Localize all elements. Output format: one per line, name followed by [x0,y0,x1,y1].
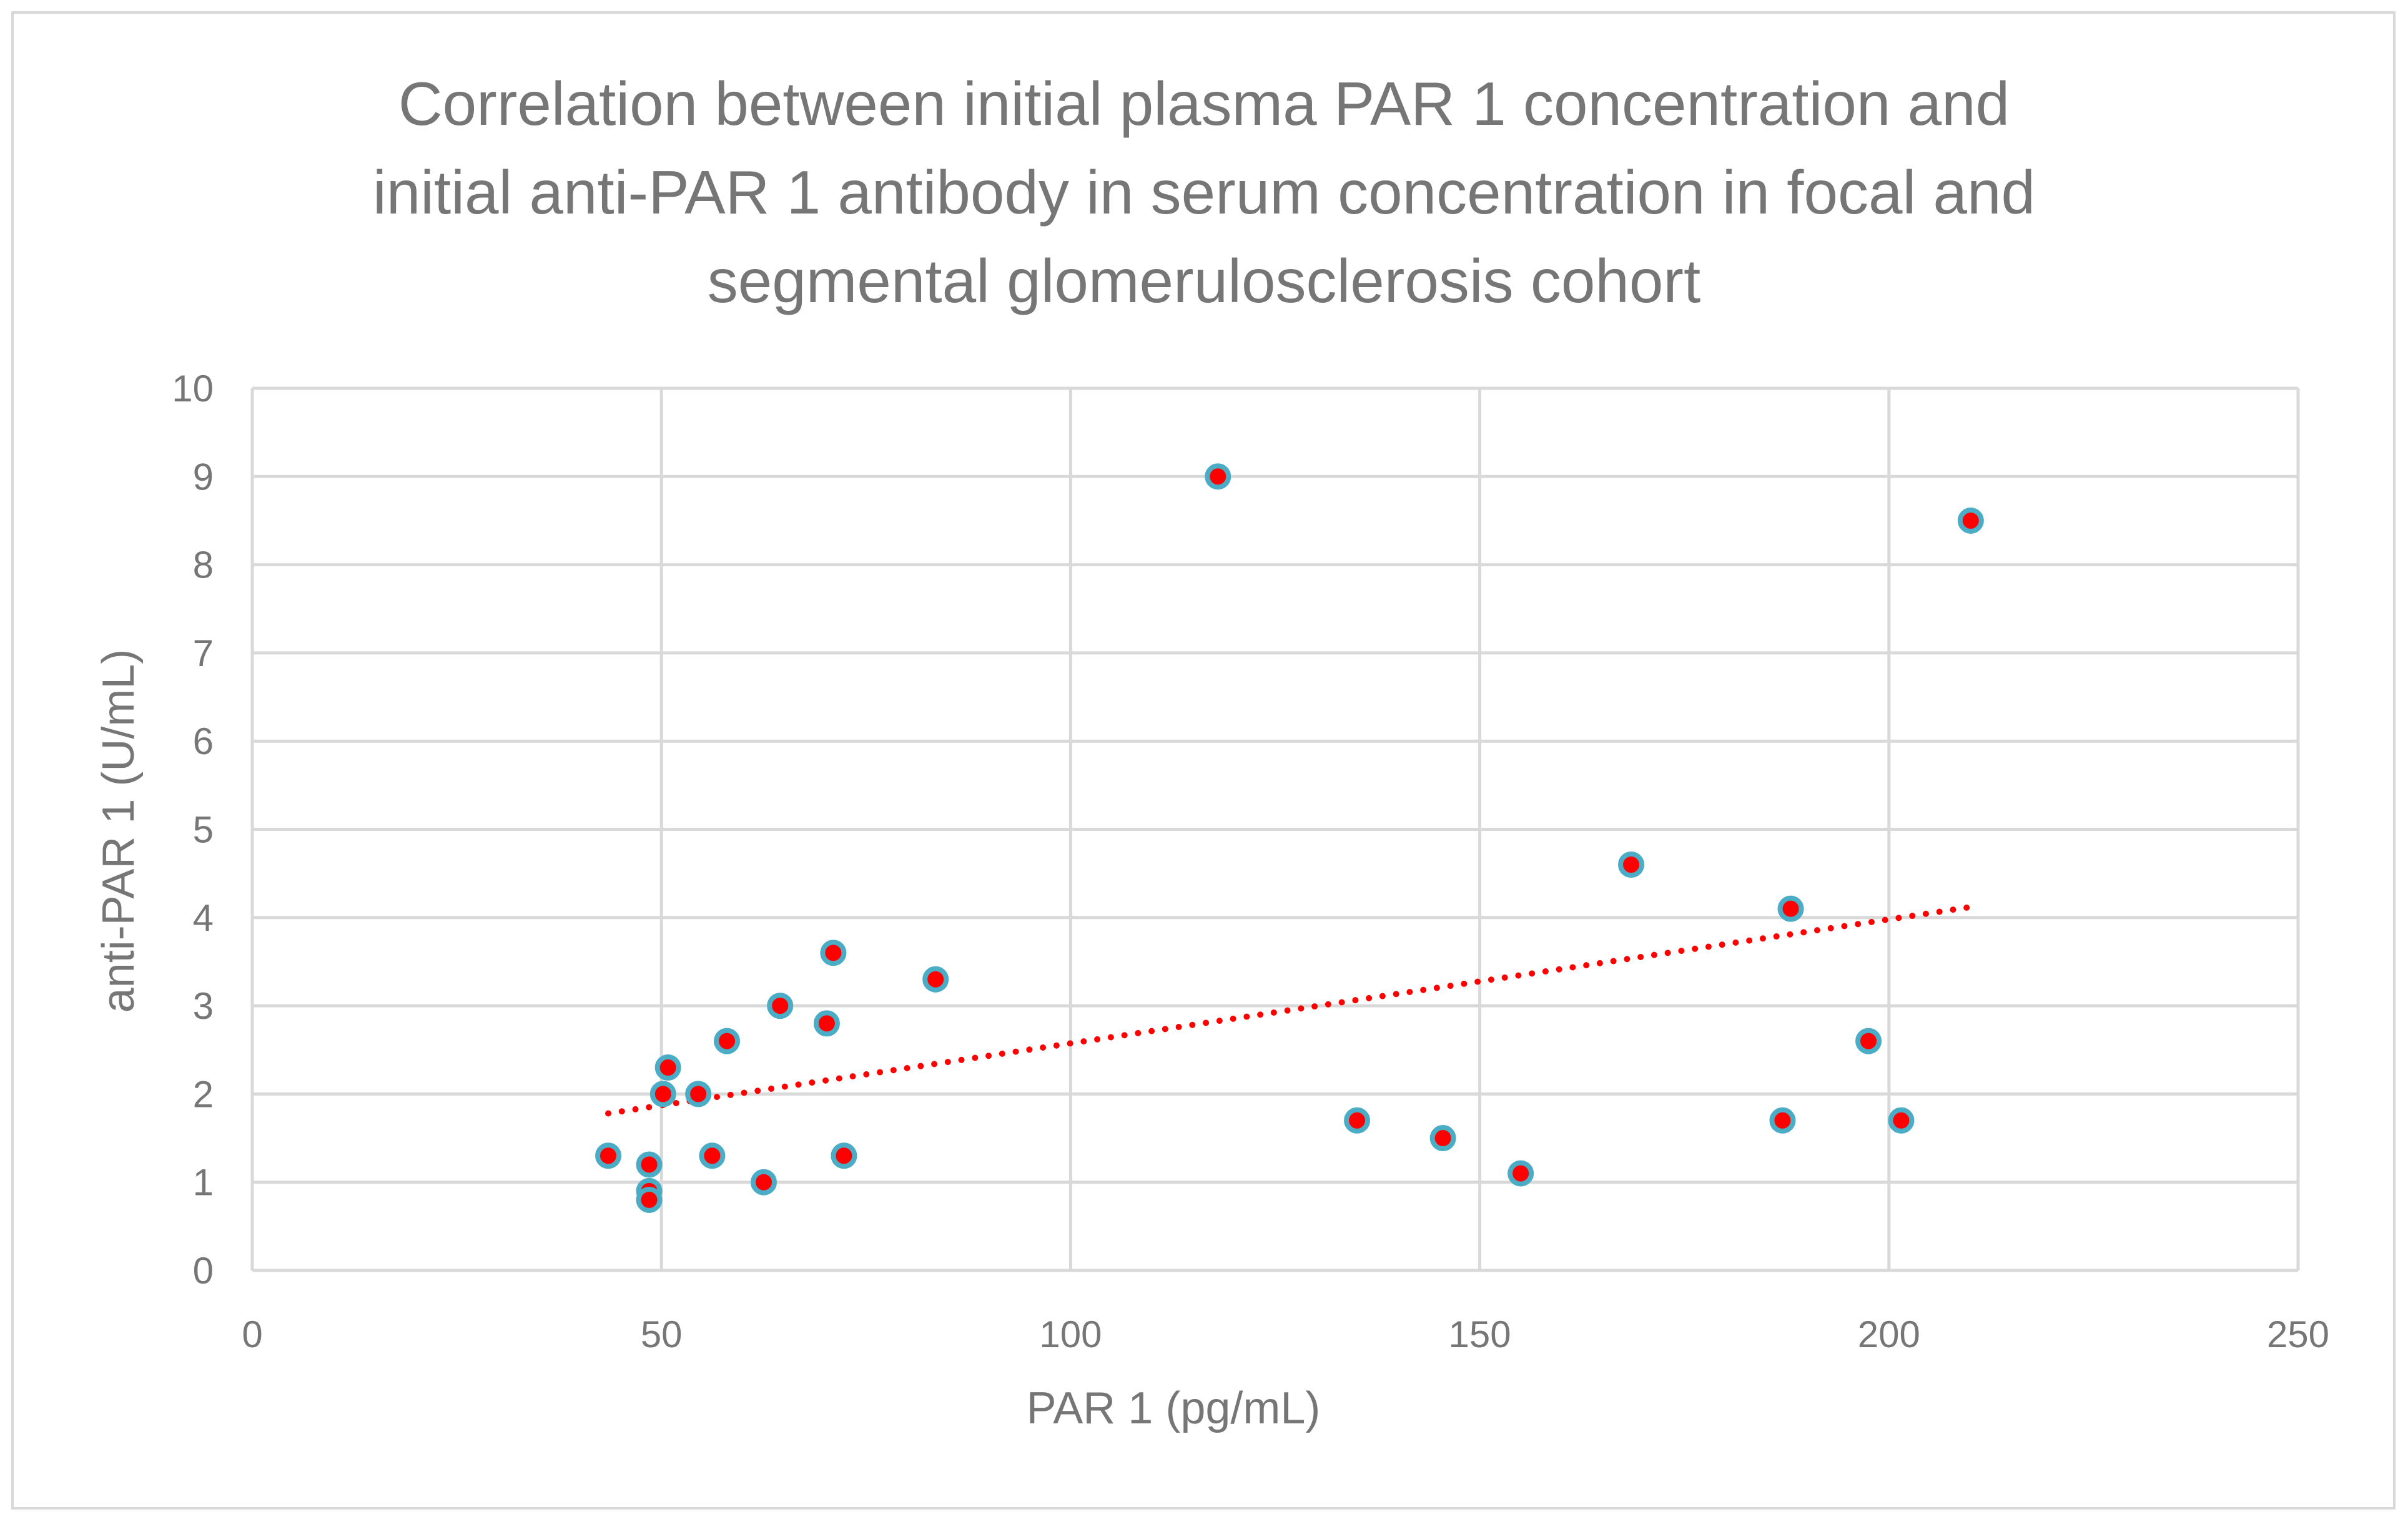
y-tick-label: 3 [193,985,214,1027]
data-point [1205,463,1231,490]
y-tick-label: 0 [193,1250,214,1292]
x-tick-label: 100 [1039,1313,1102,1355]
data-point [1507,1160,1534,1187]
x-tick-label: 150 [1449,1313,1511,1355]
y-tick-label: 5 [193,809,214,851]
y-tick-label: 2 [193,1073,214,1115]
data-point [1888,1107,1915,1134]
chart-frame [11,11,2396,1510]
y-tick-label: 10 [172,368,214,410]
data-points [595,463,1984,1213]
y-tick-label: 4 [193,897,214,939]
data-point [649,1081,676,1107]
gridlines [252,386,2300,1270]
data-point [922,966,949,993]
y-tick-label: 6 [193,720,214,762]
data-point [636,1186,663,1213]
x-tick-label: 250 [2267,1313,2329,1355]
data-point [831,1142,857,1169]
data-point [595,1142,622,1169]
x-tick-label: 200 [1858,1313,1920,1355]
chart-title: Correlation between initial plasma PAR 1… [373,69,2035,315]
x-tick-label: 0 [242,1313,262,1355]
data-point [654,1054,681,1081]
y-tick-label: 9 [193,456,214,498]
data-point [1618,852,1645,878]
data-point [813,1010,840,1037]
y-tick-label: 1 [193,1162,214,1204]
x-tick-label: 50 [641,1313,683,1355]
data-point [699,1142,726,1169]
linear-trendline [605,903,1974,1117]
trendline-layer [605,903,1974,1117]
axes [250,388,2298,1272]
data-point [1769,1107,1796,1134]
data-point [714,1028,741,1054]
data-point [1429,1125,1456,1152]
data-point [1777,895,1804,922]
data-point [636,1151,663,1178]
y-tick-label: 8 [193,544,214,586]
data-point [1957,507,1984,534]
data-point [820,940,847,966]
data-point [751,1169,777,1196]
x-axis-title: PAR 1 (pg/mL) [1027,1383,1321,1433]
y-axis-title: anti-PAR 1 (U/mL) [94,649,144,1013]
data-point [685,1081,712,1107]
data-point [1855,1028,1882,1054]
data-point [1344,1107,1371,1134]
data-point [767,993,794,1019]
y-tick-label: 7 [193,632,214,674]
